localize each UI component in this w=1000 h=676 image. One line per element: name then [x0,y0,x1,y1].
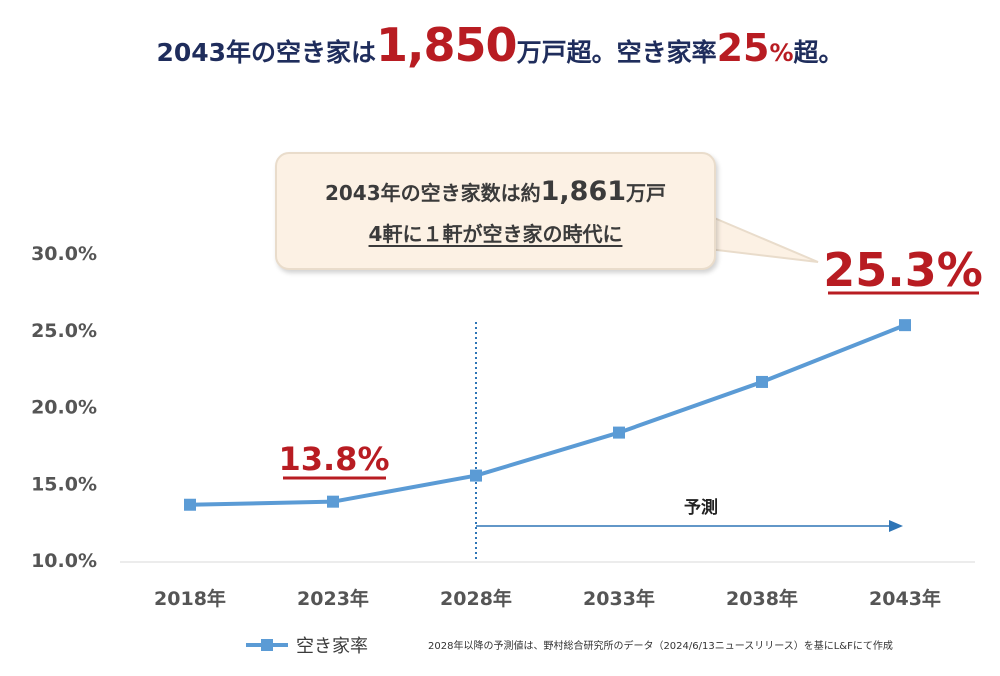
forecast-arrow [476,520,903,532]
callout-tail [699,210,819,263]
headline-percent-sign: % [769,39,794,67]
callout-line1: 2043年の空き家数は約1,861万戸 [277,176,714,207]
callout-line2: 4軒に１軒が空き家の時代に [368,222,623,246]
highlight-2043: 25.3% [823,243,983,297]
headline-number: 1,850 [376,18,518,72]
legend [246,639,288,651]
callout-line1-suffix: 万戸 [626,181,667,205]
data-point [470,469,482,482]
legend-label: 空き家率 [296,636,368,657]
x-tick-label: 2033年 [583,587,655,610]
data-point [613,426,625,439]
headline-part1: 2043年の空き家は [156,38,377,67]
y-tick-label: 25.0% [31,320,97,342]
data-point [327,495,339,508]
headline: 2043年の空き家は1,850万戸超。空き家率25%超。 [0,18,1000,72]
headline-part2: 万戸超。空き家率 [516,38,717,67]
x-tick-label: 2023年 [297,587,369,610]
highlight-2043-label: 25.3% [823,243,983,297]
highlight-2023: 13.8% [278,440,390,480]
forecast-arrow-head [889,520,903,532]
data-point [184,498,196,511]
series-line [189,323,906,507]
series-vacancy-rate [184,319,911,511]
y-tick-label: 20.0% [31,397,97,419]
y-axis: 10.0% 15.0% 20.0% 25.0% 30.0% [31,243,97,572]
callout-bubble: 2043年の空き家数は約1,861万戸 4軒に１軒が空き家の時代に [275,152,716,270]
x-tick-label: 2043年 [869,587,941,610]
x-tick-label: 2028年 [440,587,512,610]
x-tick-label: 2018年 [154,587,226,610]
legend-marker [261,639,273,651]
data-point [899,319,911,332]
headline-percent-number: 25 [716,26,770,70]
callout-line1-number: 1,861 [540,176,627,207]
footnote: 2028年以降の予測値は、野村総合研究所のデータ（2024/6/13ニュースリリ… [428,641,893,652]
x-tick-label: 2038年 [726,587,798,610]
y-tick-label: 10.0% [31,550,97,572]
data-point [756,375,768,388]
callout-line1-prefix: 2043年の空き家数は約 [324,181,541,205]
x-axis: 2018年 2023年 2028年 2033年 2038年 2043年 [154,587,941,610]
highlight-2023-label: 13.8% [278,440,389,478]
y-tick-label: 15.0% [31,473,97,495]
y-tick-label: 30.0% [31,243,97,265]
forecast-label: 予測 [684,497,718,518]
headline-part3: 超。 [793,38,844,67]
